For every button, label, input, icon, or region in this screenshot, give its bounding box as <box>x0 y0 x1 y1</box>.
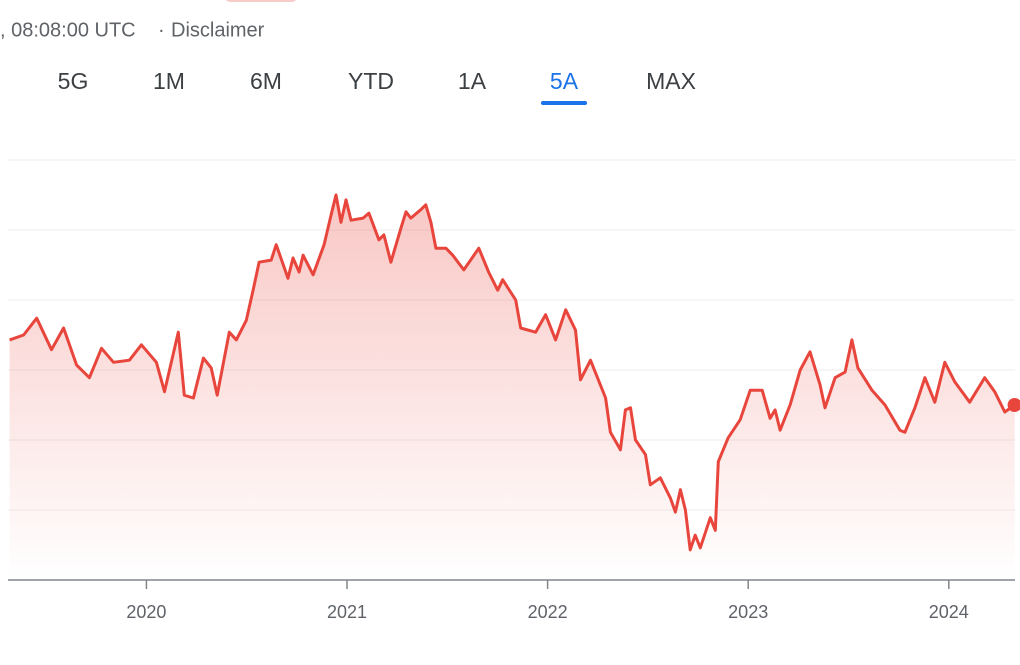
price-line <box>9 193 1016 552</box>
range-tab[interactable]: 1A <box>458 68 487 94</box>
x-tick-label: 2021 <box>327 602 367 622</box>
x-tick-label: 2023 <box>728 602 768 622</box>
x-tick-label: 2024 <box>929 602 969 622</box>
decoration <box>226 0 296 2</box>
range-tab[interactable]: 1M <box>153 68 185 94</box>
range-tab[interactable]: 6M <box>250 68 282 94</box>
x-tick-label: 2020 <box>126 602 166 622</box>
range-tab[interactable]: 5A <box>550 68 579 94</box>
separator: · <box>158 19 165 41</box>
active-tab-underline <box>541 101 587 105</box>
disclaimer-link[interactable]: Disclaimer <box>171 19 265 41</box>
last-point <box>1007 398 1020 412</box>
chart: 2020 2021 2022 2023 2024 <box>8 159 1020 622</box>
range-tab[interactable]: YTD <box>348 68 394 94</box>
timestamp: , 08:08:00 UTC <box>0 19 136 41</box>
range-tab[interactable]: MAX <box>646 68 696 94</box>
area-fill <box>9 195 1015 580</box>
range-tabs: 5G 1M 6M YTD 1A 5A MAX <box>58 68 696 105</box>
x-tick-label: 2022 <box>528 602 568 622</box>
range-tab[interactable]: 5G <box>58 68 89 94</box>
